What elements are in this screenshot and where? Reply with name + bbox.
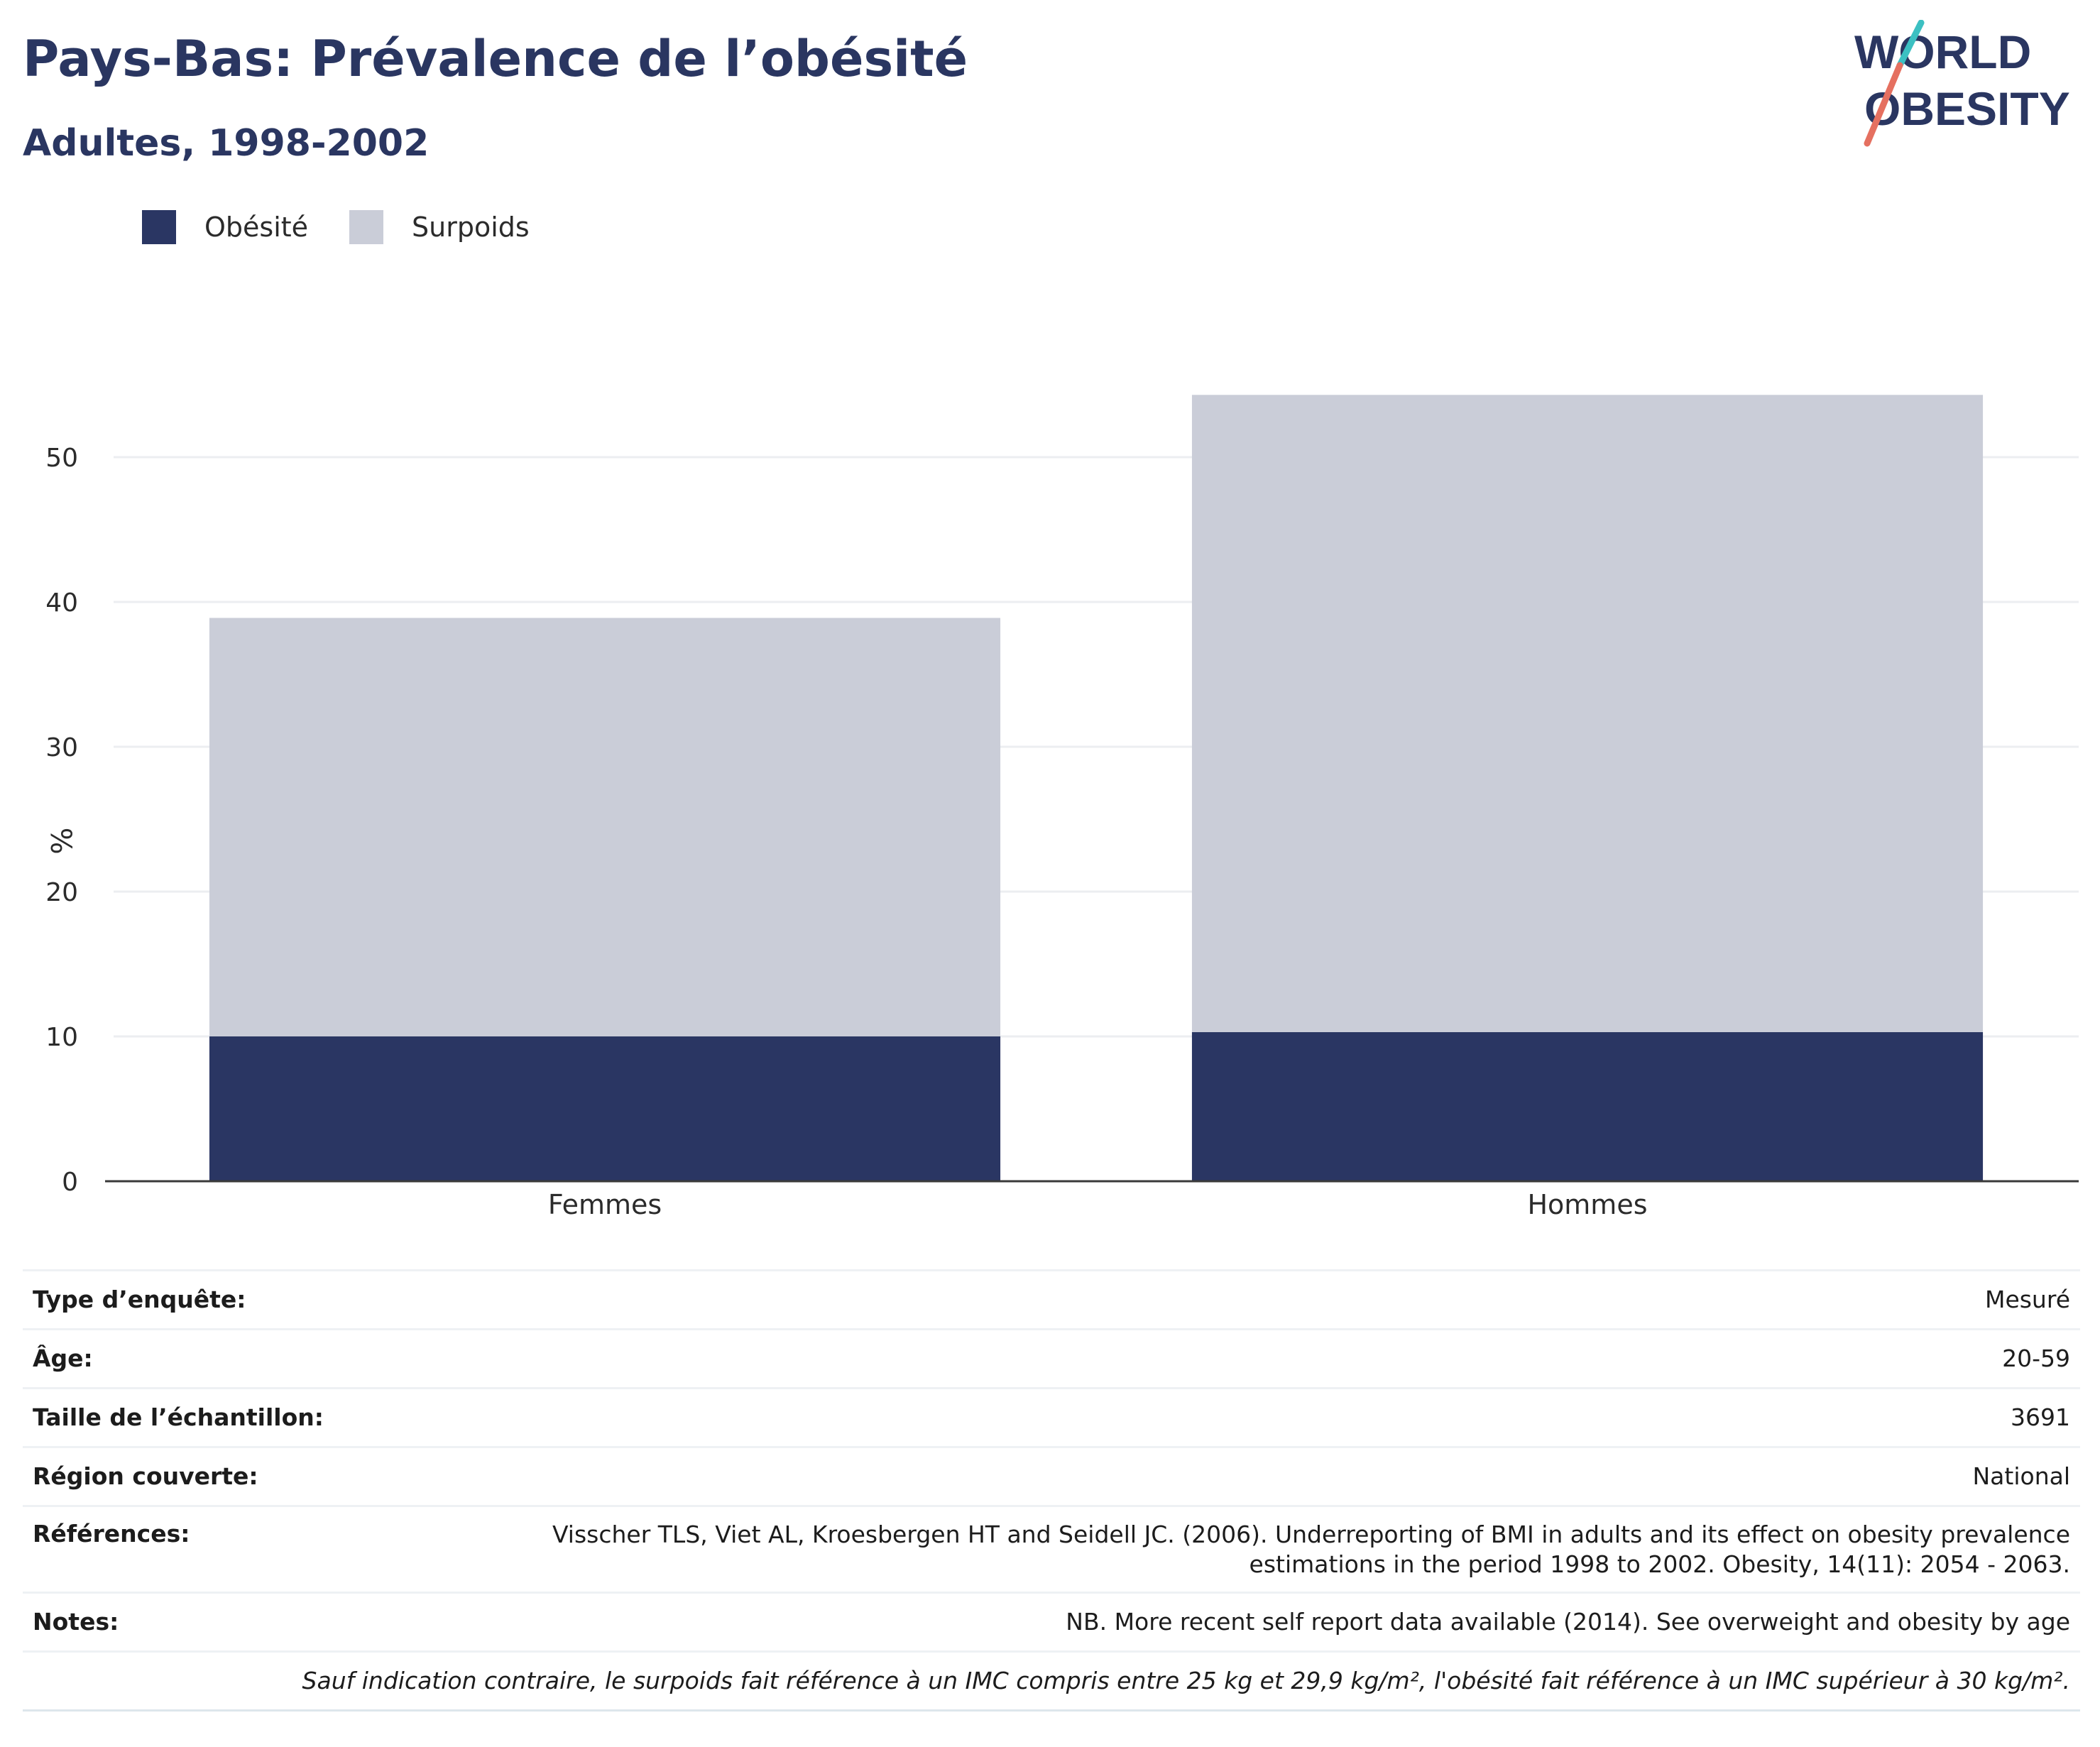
bar-overweight-femmes xyxy=(209,618,1001,1036)
y-axis-label: % xyxy=(44,828,77,855)
info-row-region: Région couverte: National xyxy=(23,1446,2080,1505)
info-value: 20-59 xyxy=(2002,1345,2070,1372)
y-tick-label: 10 xyxy=(45,1023,78,1052)
info-value: National xyxy=(1972,1462,2070,1490)
y-tick-label: 30 xyxy=(45,733,78,762)
bar-chart: 0 10 20 30 40 50% Femmes Hommes xyxy=(44,395,2079,1220)
bar-obesity-femmes xyxy=(209,1036,1001,1181)
bar-obesity-hommes xyxy=(1191,1031,1984,1181)
bar-overweight-hommes xyxy=(1191,395,1984,1032)
world-obesity-logo: WORLD OBESITY xyxy=(1854,20,2070,147)
info-row-age: Âge: 20-59 xyxy=(23,1328,2080,1387)
info-label: Notes: xyxy=(33,1608,119,1636)
survey-info-table: Type d’enquête: Mesuré Âge: 20-59 Taille… xyxy=(23,1269,2080,1712)
info-row-survey-type: Type d’enquête: Mesuré xyxy=(23,1269,2080,1328)
info-value: 3691 xyxy=(2011,1403,2070,1431)
logo-slash-coral xyxy=(1864,62,1903,147)
info-label: Type d’enquête: xyxy=(33,1286,246,1313)
legend-swatch-overweight xyxy=(349,210,384,244)
legend-item-obesity[interactable]: Obésité xyxy=(142,210,308,244)
info-row-references: Références: Visscher TLS, Viet AL, Kroes… xyxy=(23,1505,2080,1592)
info-label: Région couverte: xyxy=(33,1462,258,1490)
logo-slash-teal xyxy=(1896,20,1925,69)
legend-swatch-obesity xyxy=(142,210,176,244)
info-label: Références: xyxy=(33,1520,190,1548)
legend-label-obesity: Obésité xyxy=(204,212,309,243)
y-tick-label: 40 xyxy=(45,588,78,618)
x-tick-label: Femmes xyxy=(548,1189,662,1220)
info-value: NB. More recent self report data availab… xyxy=(1066,1608,2070,1636)
info-label: Âge: xyxy=(33,1345,93,1372)
info-label: Taille de l’échantillon: xyxy=(33,1403,324,1431)
logo-line1: WORLD xyxy=(1854,26,2031,78)
chart-legend: Obésité Surpoids xyxy=(142,210,571,244)
y-tick-label: 20 xyxy=(45,878,78,907)
info-value: Visscher TLS, Viet AL, Kroesbergen HT an… xyxy=(552,1521,2070,1578)
info-value: Mesuré xyxy=(1984,1286,2070,1313)
info-row-sample-size: Taille de l’échantillon: 3691 xyxy=(23,1387,2080,1446)
chart-title: Pays-Bas: Prévalence de l’obésité xyxy=(23,30,968,88)
x-tick-label: Hommes xyxy=(1527,1189,1647,1220)
y-tick-label: 0 xyxy=(62,1168,78,1197)
legend-item-overweight[interactable]: Surpoids xyxy=(349,210,530,244)
bmi-footnote: Sauf indication contraire, le surpoids f… xyxy=(23,1650,2080,1712)
chart-subtitle: Adultes, 1998-2002 xyxy=(23,122,430,165)
y-tick-label: 50 xyxy=(45,444,78,473)
legend-label-overweight: Surpoids xyxy=(412,212,530,243)
info-row-notes: Notes: NB. More recent self report data … xyxy=(23,1592,2080,1650)
logo-line2: OBESITY xyxy=(1864,82,2070,135)
